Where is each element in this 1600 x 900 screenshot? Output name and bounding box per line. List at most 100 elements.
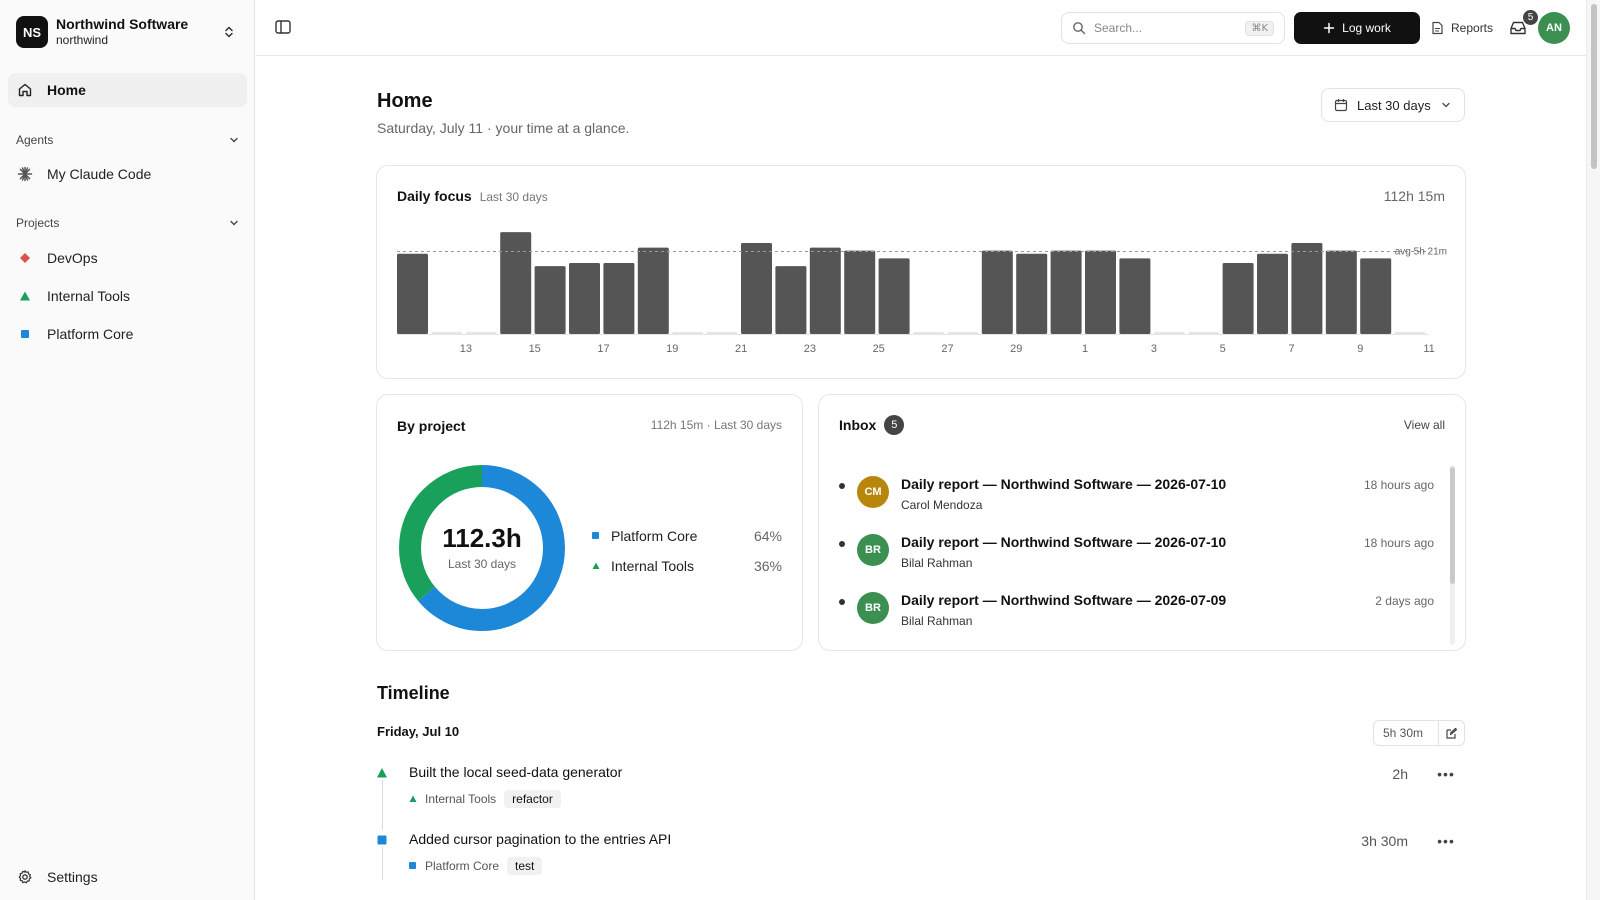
date-range-select[interactable]: Last 30 days: [1321, 88, 1465, 122]
x-tick-label: 15: [529, 343, 541, 355]
avatar: CM: [857, 476, 889, 508]
bar-20[interactable]: [672, 332, 704, 334]
inbox-item[interactable]: CM Daily report — Northwind Software — 2…: [839, 468, 1434, 518]
entry-description: Added cursor pagination to the entries A…: [409, 831, 672, 847]
bar-26[interactable]: [878, 258, 910, 334]
triangle-icon: [377, 768, 387, 778]
legend-item-platform-core: Platform Core 64%: [592, 526, 782, 546]
page-subtitle: Saturday, July 11 · your time at a glanc…: [377, 120, 630, 136]
more-icon[interactable]: •••: [1437, 833, 1455, 849]
scroll-thumb[interactable]: [1591, 4, 1597, 169]
entry-project: Platform Core: [425, 859, 500, 873]
user-avatar[interactable]: AN: [1538, 12, 1570, 44]
bar-30[interactable]: [1016, 253, 1048, 334]
inbox-scroll-thumb[interactable]: [1450, 467, 1455, 584]
inbox-button[interactable]: 5: [1506, 10, 1538, 40]
reports-button[interactable]: Reports: [1431, 16, 1493, 40]
bar-18[interactable]: [603, 263, 635, 334]
more-icon[interactable]: •••: [1437, 766, 1455, 782]
x-tick-label: 5: [1220, 343, 1226, 355]
daily-focus-total: 112h 15m: [1383, 188, 1445, 204]
by-project-title: By project: [397, 418, 466, 434]
x-tick-label: 13: [460, 343, 472, 355]
sidebar-item-my-claude-code[interactable]: My Claude Code: [8, 157, 247, 191]
projects-section-toggle[interactable]: Projects: [16, 213, 240, 233]
log-work-button[interactable]: Log work: [1294, 12, 1420, 44]
search-input[interactable]: Search... ⌘K: [1061, 12, 1285, 44]
sidebar-item-label: Settings: [47, 869, 98, 885]
inbox-count-badge: 5: [1523, 10, 1538, 25]
bar-12[interactable]: [397, 253, 428, 334]
bar-2[interactable]: [1085, 250, 1116, 334]
bar-25[interactable]: [844, 250, 876, 334]
inbox-item[interactable]: BR Daily report — Northwind Software — 2…: [839, 584, 1434, 634]
bar-15[interactable]: [500, 232, 532, 334]
bar-13[interactable]: [431, 332, 463, 334]
entry-duration: 3h 30m: [1361, 833, 1408, 849]
inbox-item-time: 2 days ago: [1375, 594, 1434, 608]
bar-28[interactable]: [947, 332, 979, 334]
sidebar-item-platform-core[interactable]: Platform Core: [8, 317, 247, 351]
calendar-icon: [1334, 99, 1348, 112]
bar-16[interactable]: [534, 266, 566, 334]
bar-11[interactable]: [1394, 332, 1426, 334]
org-name: Northwind Software: [56, 16, 189, 32]
inbox-item-time: 18 hours ago: [1363, 478, 1434, 492]
gear-icon: [17, 869, 33, 885]
sidebar-item-label: Platform Core: [47, 326, 134, 342]
agents-section-toggle[interactable]: Agents: [16, 130, 240, 150]
timeline-entry[interactable]: Built the local seed-data generator Inte…: [376, 764, 1466, 814]
entry-tag: refactor: [504, 790, 561, 808]
triangle-icon: [592, 562, 600, 569]
sidebar-item-label: My Claude Code: [47, 166, 152, 182]
inbox-count-badge: 5: [884, 415, 905, 435]
donut-slice-internal-tools[interactable]: [399, 465, 565, 631]
bar-23[interactable]: [775, 266, 807, 334]
edit-icon: [1446, 727, 1458, 739]
chevron-up-down-icon[interactable]: [222, 25, 236, 39]
daily-focus-title: Daily focus: [397, 188, 472, 204]
page-scrollbar[interactable]: [1586, 0, 1600, 900]
inbox-item-author: Bilal Rahman: [901, 614, 973, 628]
legend-pct: 64%: [753, 528, 782, 544]
inbox-item[interactable]: BR Daily report — Northwind Software — 2…: [839, 526, 1434, 576]
search-placeholder: Search...: [1094, 21, 1143, 35]
search-shortcut: ⌘K: [1245, 21, 1274, 36]
sidebar-toggle-icon[interactable]: [274, 18, 292, 36]
bar-8[interactable]: [1291, 242, 1323, 334]
top-bar: Search... ⌘K Log work Reports 5 AN: [256, 0, 1586, 56]
bar-27[interactable]: [913, 332, 944, 334]
bar-17[interactable]: [569, 263, 600, 334]
date-range-label: Last 30 days: [1357, 97, 1431, 113]
bar-6[interactable]: [1222, 263, 1254, 334]
bar-22[interactable]: [741, 242, 772, 334]
inbox-icon: [1510, 21, 1526, 35]
bar-19[interactable]: [637, 247, 669, 334]
view-all-link[interactable]: View all: [1403, 418, 1445, 432]
org-switcher[interactable]: NS Northwind Software northwind: [16, 16, 244, 48]
bar-1[interactable]: [1050, 250, 1082, 334]
bar-10[interactable]: [1360, 258, 1392, 334]
bar-29[interactable]: [981, 250, 1013, 334]
edit-day-button[interactable]: [1438, 721, 1464, 745]
sidebar-item-home[interactable]: Home: [8, 73, 247, 107]
sidebar-item-internal-tools[interactable]: Internal Tools: [8, 279, 247, 313]
plus-icon: [1323, 22, 1335, 34]
timeline-entry[interactable]: Added cursor pagination to the entries A…: [376, 831, 1466, 881]
bar-7[interactable]: [1257, 253, 1288, 334]
bar-9[interactable]: [1325, 250, 1357, 334]
sidebar-item-settings[interactable]: Settings: [8, 860, 247, 894]
project-donut-chart: [399, 465, 565, 631]
bar-24[interactable]: [809, 247, 841, 334]
bar-3[interactable]: [1119, 258, 1151, 334]
sidebar-item-devops[interactable]: DevOps: [8, 241, 247, 275]
timeline-connector: [382, 780, 383, 830]
bar-14[interactable]: [465, 332, 497, 334]
square-icon: [377, 835, 387, 845]
bar-21[interactable]: [706, 332, 738, 334]
inbox-item-author: Bilal Rahman: [901, 556, 973, 570]
bar-4[interactable]: [1153, 332, 1185, 334]
bar-5[interactable]: [1188, 332, 1220, 334]
inbox-scrollbar[interactable]: [1450, 465, 1455, 645]
entry-duration: 2h: [1392, 766, 1408, 782]
